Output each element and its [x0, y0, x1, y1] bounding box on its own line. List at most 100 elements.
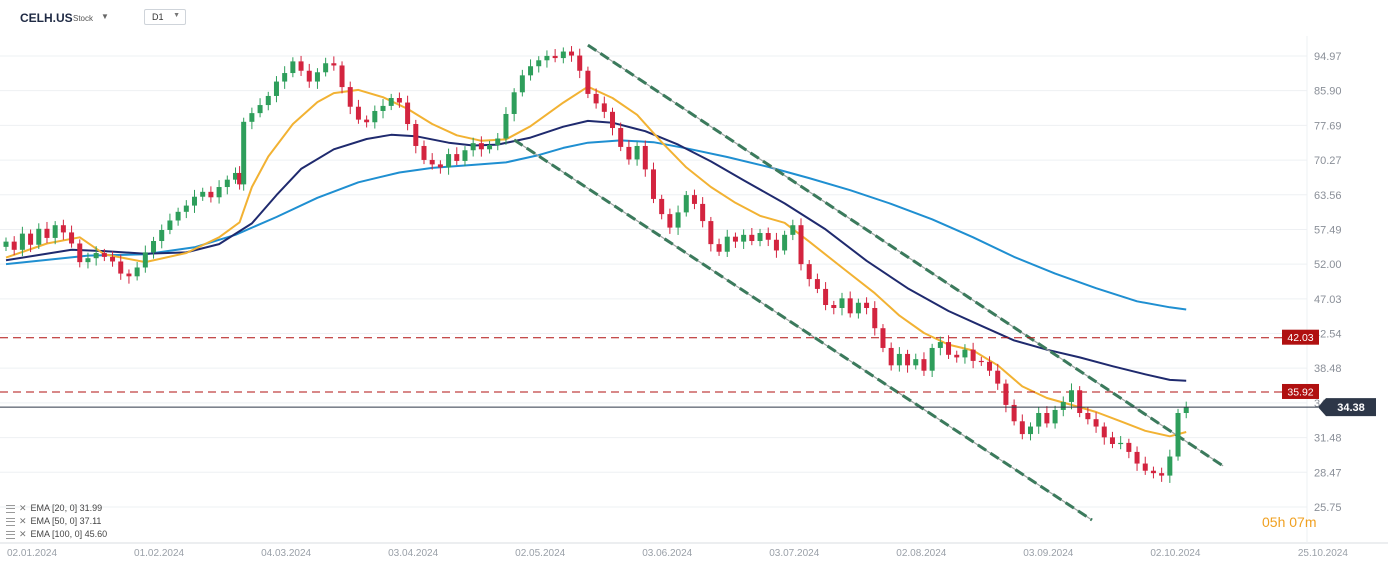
- candle-body[interactable]: [388, 98, 394, 106]
- candle-body[interactable]: [134, 267, 140, 277]
- candle-body[interactable]: [790, 225, 796, 235]
- indicator-settings-icon[interactable]: [6, 530, 15, 539]
- candle-body[interactable]: [634, 145, 640, 160]
- timeframe-select[interactable]: D1 ▼: [144, 9, 186, 25]
- candle-body[interactable]: [708, 221, 714, 245]
- chevron-down-icon[interactable]: ▼: [101, 12, 109, 21]
- candle-body[interactable]: [175, 211, 181, 221]
- candle-body[interactable]: [1036, 412, 1042, 427]
- candle-body[interactable]: [241, 121, 247, 185]
- candle-body[interactable]: [814, 279, 820, 289]
- candle-body[interactable]: [364, 119, 370, 123]
- candle-body[interactable]: [1028, 426, 1033, 435]
- candle-body[interactable]: [1101, 426, 1107, 438]
- candle-body[interactable]: [560, 51, 566, 59]
- candle-body[interactable]: [36, 228, 42, 245]
- candle-body[interactable]: [1175, 412, 1181, 457]
- candle-body[interactable]: [93, 253, 99, 259]
- candle-body[interactable]: [552, 55, 558, 59]
- candle-body[interactable]: [741, 234, 747, 242]
- candle-body[interactable]: [1134, 451, 1140, 464]
- candle-body[interactable]: [847, 298, 853, 314]
- candle-body[interactable]: [249, 113, 255, 122]
- candle-body[interactable]: [749, 234, 755, 242]
- candle-body[interactable]: [1011, 404, 1017, 422]
- candle-body[interactable]: [470, 143, 476, 151]
- close-icon[interactable]: ✕: [19, 516, 27, 526]
- candle-body[interactable]: [1159, 473, 1165, 476]
- candle-body[interactable]: [888, 347, 894, 366]
- indicator-settings-icon[interactable]: [6, 517, 15, 526]
- candle-body[interactable]: [290, 61, 296, 74]
- candle-body[interactable]: [159, 229, 165, 242]
- candle-body[interactable]: [536, 60, 542, 67]
- candle-body[interactable]: [183, 205, 189, 212]
- candle-body[interactable]: [77, 243, 83, 263]
- candle-body[interactable]: [421, 145, 427, 160]
- candle-body[interactable]: [192, 196, 198, 206]
- candle-body[interactable]: [937, 342, 943, 348]
- candle-body[interactable]: [52, 225, 58, 238]
- candle-body[interactable]: [831, 305, 837, 309]
- candle-body[interactable]: [19, 233, 25, 250]
- candle-body[interactable]: [118, 261, 124, 274]
- candle-body[interactable]: [667, 214, 673, 228]
- candle-body[interactable]: [298, 61, 304, 71]
- candle-body[interactable]: [380, 105, 386, 111]
- candle-body[interactable]: [593, 93, 599, 104]
- candle-body[interactable]: [978, 360, 984, 363]
- indicator-settings-icon[interactable]: [6, 504, 15, 513]
- candle-body[interactable]: [85, 258, 91, 263]
- close-icon[interactable]: ✕: [19, 529, 27, 539]
- candle-body[interactable]: [1109, 437, 1115, 444]
- candle-body[interactable]: [446, 154, 452, 168]
- candle-body[interactable]: [405, 102, 411, 125]
- candle-body[interactable]: [3, 241, 9, 247]
- candle-body[interactable]: [528, 66, 534, 76]
- candle-body[interactable]: [569, 51, 575, 56]
- candle-body[interactable]: [237, 172, 243, 185]
- candle-body[interactable]: [372, 110, 378, 123]
- plot-area[interactable]: [0, 36, 1307, 543]
- candle-body[interactable]: [659, 198, 665, 215]
- candle-body[interactable]: [519, 75, 525, 93]
- candle-body[interactable]: [872, 308, 878, 329]
- candle-body[interactable]: [1068, 390, 1074, 402]
- candle-body[interactable]: [618, 128, 624, 147]
- candle-body[interactable]: [880, 328, 886, 348]
- candle-body[interactable]: [126, 273, 132, 277]
- candle-body[interactable]: [577, 55, 583, 71]
- candle-body[interactable]: [765, 233, 771, 240]
- candle-body[interactable]: [839, 298, 845, 309]
- price-level-tag[interactable]: [1282, 329, 1319, 345]
- candle-body[interactable]: [503, 113, 509, 139]
- candle-body[interactable]: [257, 105, 263, 114]
- candle-body[interactable]: [610, 111, 616, 129]
- candle-body[interactable]: [716, 244, 722, 252]
- candle-body[interactable]: [855, 302, 861, 314]
- candle-body[interactable]: [355, 106, 361, 120]
- candle-body[interactable]: [905, 353, 911, 366]
- candle-body[interactable]: [69, 232, 75, 244]
- candle-body[interactable]: [1118, 442, 1124, 445]
- candle-body[interactable]: [1150, 470, 1156, 474]
- candle-body[interactable]: [454, 154, 460, 161]
- candle-body[interactable]: [208, 191, 214, 198]
- candle-body[interactable]: [224, 179, 230, 188]
- candle-body[interactable]: [60, 225, 66, 233]
- candle-body[interactable]: [1044, 412, 1050, 424]
- candle-body[interactable]: [200, 191, 206, 197]
- candle-body[interactable]: [487, 145, 493, 150]
- symbol-label[interactable]: CELH.US: [20, 11, 73, 25]
- candle-body[interactable]: [1142, 463, 1148, 471]
- current-price-tag[interactable]: [1318, 398, 1376, 417]
- candle-body[interactable]: [232, 172, 238, 180]
- candle-body[interactable]: [987, 361, 993, 371]
- candle-body[interactable]: [151, 241, 157, 253]
- candle-body[interactable]: [913, 359, 919, 366]
- candle-body[interactable]: [773, 239, 779, 251]
- candle-body[interactable]: [216, 187, 222, 198]
- candle-body[interactable]: [601, 103, 607, 112]
- candle-body[interactable]: [896, 353, 902, 366]
